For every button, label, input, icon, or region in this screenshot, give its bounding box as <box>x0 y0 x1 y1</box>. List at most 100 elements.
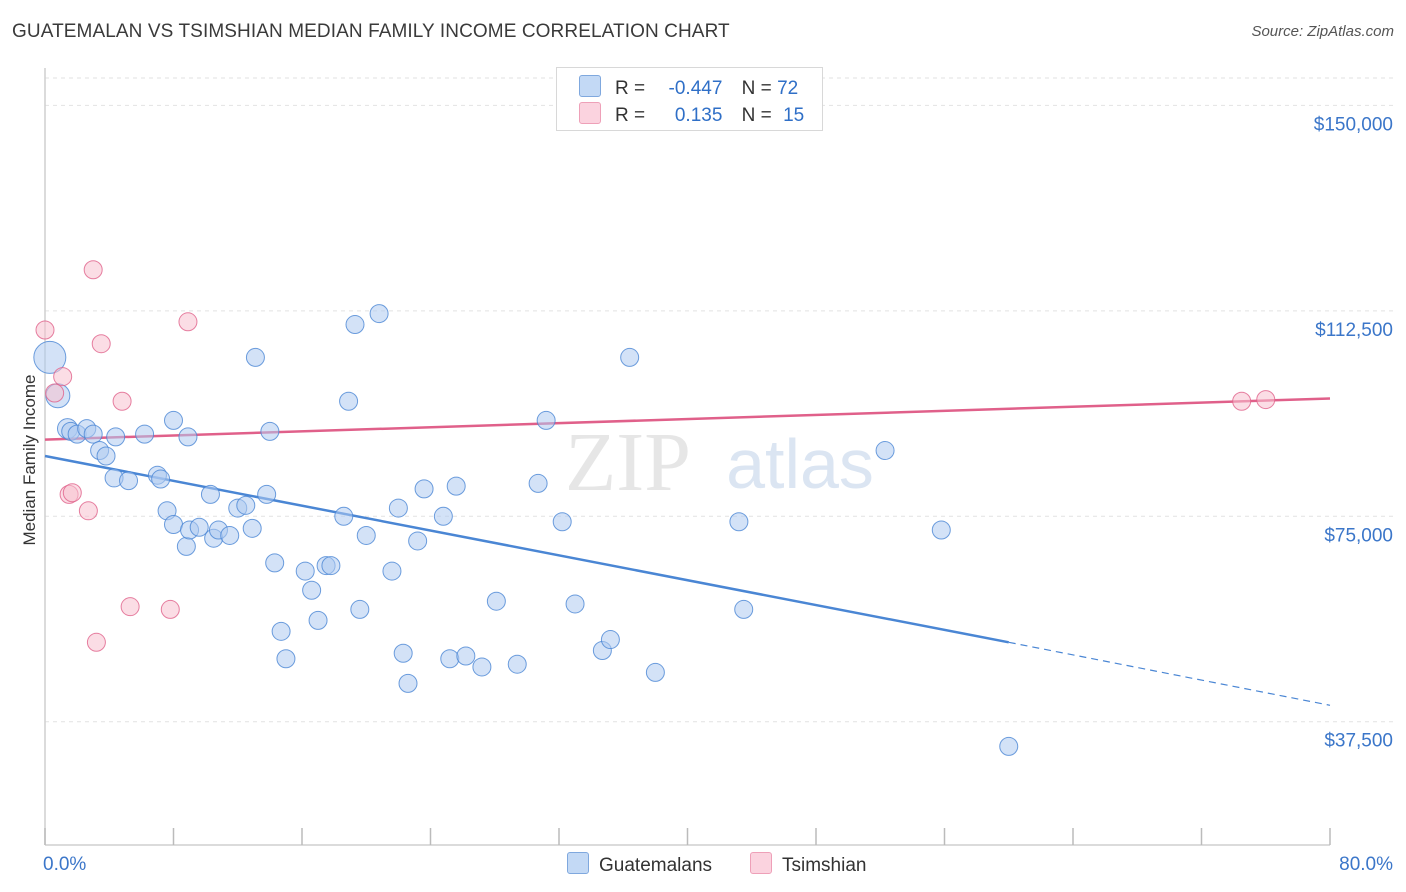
point-tsimshian <box>112 391 132 411</box>
watermark-zip: ZIP <box>565 416 691 509</box>
legend-r-value: 0.135 <box>674 105 723 126</box>
point-guatemalans <box>414 479 434 499</box>
point-tsimshian <box>86 632 106 652</box>
point-tsimshian <box>35 320 55 340</box>
legend-row-tsimshian: R = 0.135 N = 15 <box>579 102 804 126</box>
legend-r-value: -0.447 <box>668 78 723 99</box>
point-guatemalans <box>345 315 365 335</box>
point-guatemalans <box>276 649 296 669</box>
point-guatemalans <box>600 630 620 650</box>
point-guatemalans <box>242 518 262 538</box>
point-guatemalans <box>433 506 453 526</box>
point-guatemalans <box>446 476 466 496</box>
point-guatemalans <box>565 594 585 614</box>
point-tsimshian <box>91 334 111 354</box>
point-tsimshian <box>78 501 98 521</box>
point-guatemalans <box>295 561 315 581</box>
y-tick-label: $112,500 <box>1315 320 1393 341</box>
point-guatemalans <box>257 484 277 504</box>
legend-n-label: N = <box>741 78 772 99</box>
point-guatemalans <box>321 556 341 576</box>
point-guatemalans <box>408 531 428 551</box>
correlation-legend: R = -0.447 N = 72 R = 0.135 N = 15 <box>556 67 823 131</box>
point-tsimshian <box>1232 391 1252 411</box>
point-guatemalans <box>645 662 665 682</box>
legend-n-value: 15 <box>783 105 805 126</box>
y-tick-label: $37,500 <box>1324 731 1393 752</box>
point-guatemalans <box>528 473 548 493</box>
legend-swatch-guatemalans <box>579 75 601 97</box>
y-tick-label: $75,000 <box>1324 525 1393 546</box>
point-guatemalans <box>393 643 413 663</box>
y-axis-label: Median Family Income <box>20 374 39 546</box>
point-guatemalans <box>552 512 572 532</box>
point-guatemalans <box>734 599 754 619</box>
point-guatemalans <box>245 347 265 367</box>
point-guatemalans <box>151 469 171 489</box>
point-guatemalans <box>472 657 492 677</box>
x-tick-label-max: 80.0% <box>1339 854 1393 875</box>
point-guatemalans <box>620 347 640 367</box>
point-guatemalans <box>119 471 139 491</box>
point-guatemalans <box>398 673 418 693</box>
point-guatemalans <box>200 484 220 504</box>
point-guatemalans <box>220 525 240 545</box>
point-guatemalans <box>356 525 376 545</box>
point-guatemalans <box>875 441 895 461</box>
point-tsimshian <box>45 383 65 403</box>
bottom-legend-label: Guatemalans <box>599 855 713 876</box>
point-guatemalans <box>236 495 256 515</box>
point-guatemalans <box>456 646 476 666</box>
point-tsimshian <box>1256 390 1276 410</box>
point-guatemalans <box>536 410 556 430</box>
point-tsimshian <box>83 260 103 280</box>
point-guatemalans <box>178 427 198 447</box>
y-tick-label: $150,000 <box>1314 114 1393 135</box>
point-tsimshian <box>160 599 180 619</box>
point-tsimshian <box>178 312 198 332</box>
point-guatemalans <box>382 561 402 581</box>
point-guatemalans <box>164 515 183 535</box>
legend-r-label: R = <box>615 78 646 99</box>
point-guatemalans <box>369 304 389 324</box>
point-tsimshian <box>120 597 140 617</box>
trend-line-tsimshian <box>44 397 1331 441</box>
bottom-legend-tsimshian: Tsimshian <box>750 852 866 877</box>
point-guatemalans <box>999 736 1019 756</box>
point-guatemalans <box>334 506 354 526</box>
point-guatemalans <box>302 580 322 600</box>
watermark-atlas: atlas <box>726 425 874 503</box>
point-guatemalans <box>33 340 67 374</box>
point-guatemalans <box>176 536 196 556</box>
chart-source: Source: ZipAtlas.com <box>1251 23 1394 40</box>
point-tsimshian <box>62 483 82 503</box>
point-guatemalans <box>388 498 408 518</box>
point-guatemalans <box>106 427 126 447</box>
point-guatemalans <box>260 421 280 441</box>
point-guatemalans <box>265 553 285 573</box>
point-guatemalans <box>189 517 209 537</box>
point-guatemalans <box>271 621 291 641</box>
bottom-legend-swatch-guatemalans <box>567 852 589 874</box>
x-tick-label-min: 0.0% <box>43 854 86 875</box>
legend-row-guatemalans: R = -0.447 N = 72 <box>579 75 798 99</box>
point-guatemalans <box>164 410 183 430</box>
point-guatemalans <box>83 424 103 444</box>
point-guatemalans <box>308 610 328 630</box>
point-guatemalans <box>486 591 506 611</box>
trend-line-extension-guatemalans <box>1008 641 1331 706</box>
point-guatemalans <box>931 520 951 540</box>
legend-swatch-tsimshian <box>579 102 601 124</box>
legend-n-label: N = <box>741 105 772 126</box>
chart-title: GUATEMALAN VS TSIMSHIAN MEDIAN FAMILY IN… <box>12 21 730 42</box>
point-guatemalans <box>440 649 460 669</box>
point-tsimshian <box>53 367 73 387</box>
bottom-legend-guatemalans: Guatemalans <box>567 852 712 877</box>
point-guatemalans <box>729 512 749 532</box>
point-guatemalans <box>96 446 116 466</box>
point-guatemalans <box>350 599 370 619</box>
bottom-legend-swatch-tsimshian <box>750 852 772 874</box>
legend-n-value: 72 <box>777 78 799 99</box>
bottom-legend-label: Tsimshian <box>782 855 867 876</box>
